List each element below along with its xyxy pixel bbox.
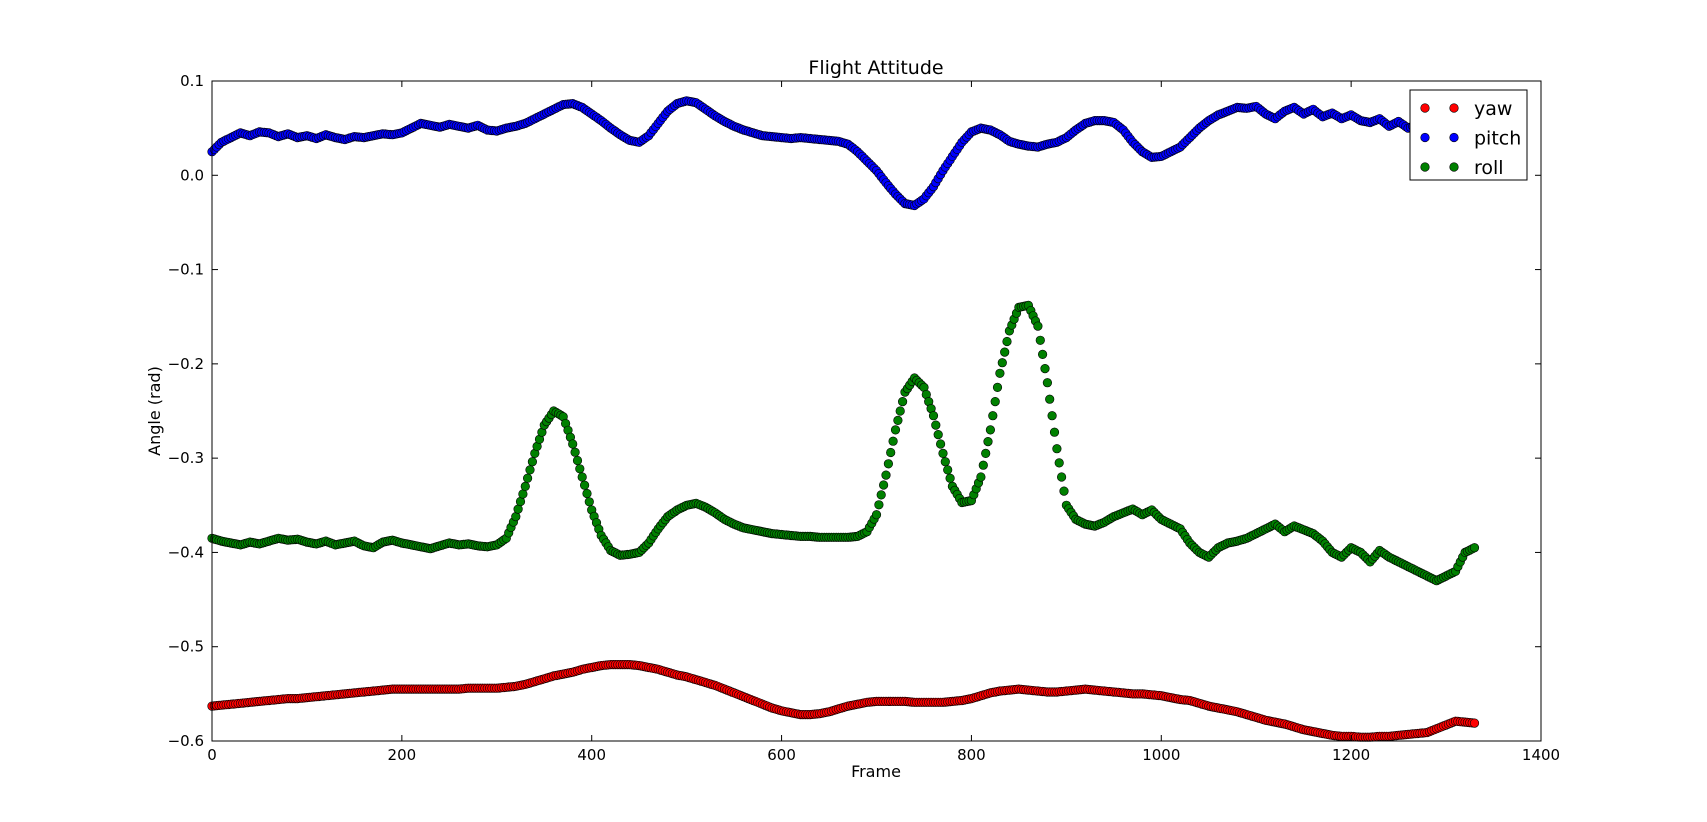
roll-point bbox=[945, 473, 955, 483]
roll-point bbox=[890, 425, 901, 435]
plot-area bbox=[212, 81, 1541, 741]
roll-point bbox=[520, 481, 530, 492]
axis-ticks: 0 200 400 600 800 1000 1200 1400 0.1 0.0 −0.1 −0.2 −… bbox=[168, 72, 1561, 764]
legend-label-yaw: yaw bbox=[1474, 98, 1512, 120]
roll-point bbox=[575, 464, 585, 474]
roll-point bbox=[527, 457, 538, 467]
roll-point bbox=[1052, 444, 1062, 454]
yaw-point bbox=[1469, 718, 1480, 728]
roll-point bbox=[572, 455, 583, 466]
legend-marker-pitch bbox=[1449, 132, 1459, 143]
y-tick-label: −0.5 bbox=[168, 638, 204, 656]
x-tick-label: 0 bbox=[207, 746, 217, 764]
roll-point bbox=[935, 439, 946, 449]
data-points bbox=[207, 96, 1489, 742]
x-axis-label: Frame bbox=[851, 762, 901, 781]
roll-point bbox=[518, 489, 528, 499]
y-tick-label: 0.1 bbox=[180, 72, 204, 90]
roll-point bbox=[888, 436, 898, 446]
legend-marker-yaw bbox=[1420, 103, 1430, 113]
roll-point bbox=[522, 473, 533, 483]
roll-point bbox=[985, 425, 996, 435]
legend: yaw pitch roll bbox=[1409, 89, 1528, 181]
roll-point bbox=[568, 439, 578, 449]
roll-point bbox=[1033, 321, 1043, 331]
roll-point bbox=[893, 415, 903, 426]
series-pitch bbox=[207, 96, 1489, 211]
x-tick-label: 1400 bbox=[1522, 746, 1560, 764]
legend-marker-pitch bbox=[1420, 132, 1430, 143]
roll-point bbox=[1059, 486, 1069, 496]
roll-point bbox=[1469, 543, 1480, 553]
x-tick-label: 1200 bbox=[1332, 746, 1370, 764]
roll-point bbox=[1000, 347, 1010, 357]
roll-point bbox=[584, 497, 594, 507]
legend-marker-roll bbox=[1420, 162, 1430, 172]
roll-point bbox=[897, 397, 908, 407]
x-tick-label: 200 bbox=[388, 746, 417, 764]
roll-point bbox=[871, 510, 882, 520]
x-tick-label: 1000 bbox=[1142, 746, 1180, 764]
x-tick-label: 400 bbox=[577, 746, 606, 764]
y-tick-label: −0.4 bbox=[168, 543, 204, 561]
x-tick-label: 600 bbox=[767, 746, 796, 764]
roll-point bbox=[874, 500, 884, 510]
roll-point bbox=[1047, 411, 1057, 421]
roll-point bbox=[1045, 394, 1055, 404]
roll-point bbox=[997, 358, 1007, 368]
roll-point bbox=[940, 457, 950, 467]
legend-label-pitch: pitch bbox=[1474, 128, 1521, 150]
roll-point bbox=[895, 406, 905, 416]
legend-marker-yaw bbox=[1449, 103, 1459, 113]
roll-point bbox=[928, 411, 939, 421]
roll-point bbox=[933, 430, 943, 440]
roll-point bbox=[1042, 378, 1052, 388]
roll-point bbox=[881, 470, 891, 480]
roll-point bbox=[577, 472, 587, 482]
legend-box bbox=[1409, 89, 1528, 181]
roll-point bbox=[983, 437, 993, 447]
roll-point bbox=[1037, 349, 1048, 360]
roll-point bbox=[1040, 364, 1050, 374]
series-roll bbox=[207, 300, 1480, 586]
y-tick-label: −0.1 bbox=[168, 261, 204, 279]
y-tick-label: 0.0 bbox=[180, 166, 204, 184]
roll-point bbox=[513, 504, 523, 514]
y-axis-label: Angle (rad) bbox=[145, 366, 164, 456]
y-tick-label: −0.2 bbox=[168, 355, 204, 373]
plot-frame bbox=[211, 80, 1542, 742]
series-yaw bbox=[207, 659, 1480, 742]
roll-point bbox=[931, 420, 941, 430]
roll-point bbox=[525, 465, 535, 475]
roll-point bbox=[992, 382, 1003, 393]
roll-point bbox=[981, 448, 991, 459]
roll-point bbox=[1035, 335, 1045, 345]
roll-point bbox=[938, 448, 948, 459]
roll-point bbox=[1056, 472, 1067, 482]
y-tick-label: −0.6 bbox=[168, 732, 204, 750]
roll-point bbox=[886, 447, 896, 458]
roll-point bbox=[978, 460, 988, 470]
legend-marker-roll bbox=[1449, 162, 1459, 172]
chart-title: Flight Attitude bbox=[808, 57, 943, 79]
roll-point bbox=[995, 368, 1005, 378]
roll-point bbox=[876, 490, 886, 500]
roll-point bbox=[883, 459, 894, 469]
roll-point bbox=[990, 397, 1000, 407]
roll-point bbox=[1002, 336, 1012, 347]
roll-point bbox=[878, 480, 889, 490]
legend-label-roll: roll bbox=[1474, 157, 1504, 179]
x-tick-label: 800 bbox=[957, 746, 986, 764]
roll-point bbox=[976, 472, 986, 482]
roll-point bbox=[943, 465, 953, 475]
roll-point bbox=[582, 488, 592, 499]
roll-point bbox=[1054, 458, 1064, 468]
roll-point bbox=[579, 480, 590, 490]
roll-point bbox=[1049, 427, 1060, 437]
roll-point bbox=[988, 411, 998, 421]
roll-point bbox=[570, 447, 580, 457]
y-tick-label: −0.3 bbox=[168, 449, 204, 467]
